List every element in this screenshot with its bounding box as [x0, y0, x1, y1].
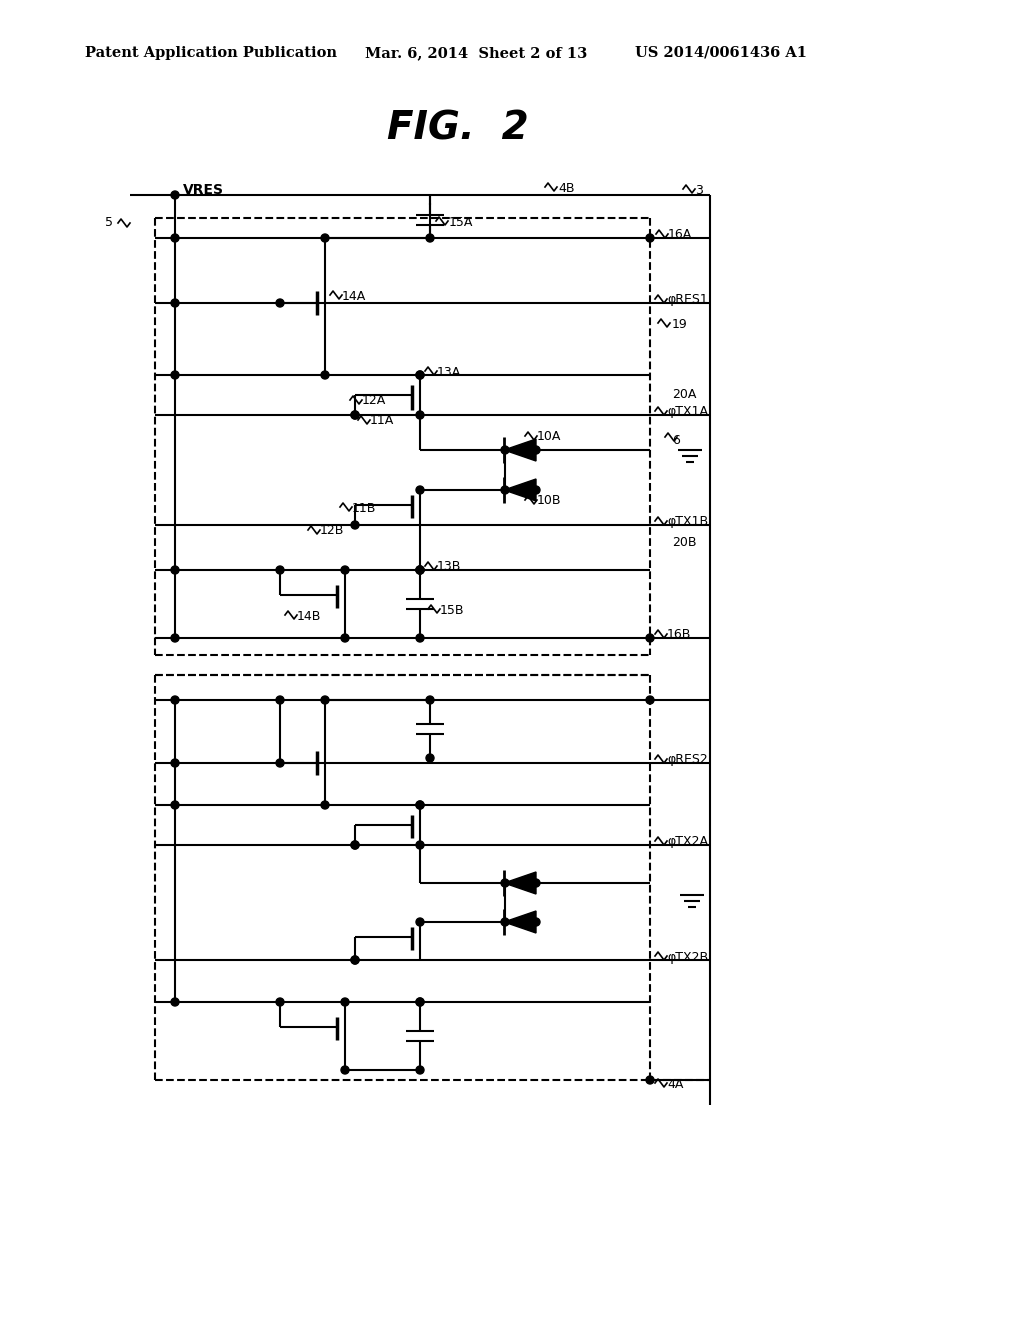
Text: φTX1B: φTX1B: [667, 516, 709, 528]
Text: 11B: 11B: [352, 502, 377, 515]
Circle shape: [171, 634, 179, 642]
Text: 3: 3: [695, 183, 702, 197]
Circle shape: [351, 956, 359, 964]
Circle shape: [426, 696, 434, 704]
Text: 5: 5: [105, 216, 113, 230]
Text: φRES1: φRES1: [667, 293, 708, 306]
Text: φRES2: φRES2: [667, 754, 708, 767]
Circle shape: [426, 234, 434, 242]
Circle shape: [351, 841, 359, 849]
Text: 16B: 16B: [667, 628, 691, 642]
Text: 13B: 13B: [437, 561, 462, 573]
Text: VRES: VRES: [183, 183, 224, 197]
Circle shape: [321, 371, 329, 379]
Circle shape: [171, 300, 179, 308]
Circle shape: [501, 446, 509, 454]
Circle shape: [416, 566, 424, 574]
Circle shape: [351, 956, 359, 964]
Circle shape: [501, 917, 509, 927]
Circle shape: [171, 696, 179, 704]
Circle shape: [646, 1076, 654, 1084]
Text: φTX2B: φTX2B: [667, 950, 709, 964]
Text: φTX1A: φTX1A: [667, 405, 708, 418]
Circle shape: [416, 486, 424, 494]
Circle shape: [416, 371, 424, 379]
Circle shape: [171, 566, 179, 574]
Polygon shape: [504, 440, 536, 461]
Text: FIG.  2: FIG. 2: [387, 110, 528, 147]
Circle shape: [532, 879, 540, 887]
Polygon shape: [504, 911, 536, 933]
Circle shape: [532, 486, 540, 494]
Circle shape: [416, 998, 424, 1006]
Circle shape: [276, 300, 284, 308]
Circle shape: [416, 801, 424, 809]
Circle shape: [351, 521, 359, 529]
Text: 13A: 13A: [437, 366, 461, 379]
Circle shape: [501, 486, 509, 494]
Circle shape: [416, 371, 424, 379]
Text: 15A: 15A: [449, 215, 473, 228]
Circle shape: [501, 879, 509, 887]
Text: 20B: 20B: [672, 536, 696, 549]
Circle shape: [171, 759, 179, 767]
Circle shape: [351, 411, 359, 418]
Circle shape: [532, 917, 540, 927]
Circle shape: [171, 191, 179, 199]
Text: 12A: 12A: [362, 395, 386, 408]
Text: 6: 6: [672, 433, 680, 446]
Circle shape: [321, 801, 329, 809]
Circle shape: [646, 234, 654, 242]
Text: Mar. 6, 2014  Sheet 2 of 13: Mar. 6, 2014 Sheet 2 of 13: [365, 46, 587, 59]
Circle shape: [171, 998, 179, 1006]
Circle shape: [341, 998, 349, 1006]
Circle shape: [416, 634, 424, 642]
Circle shape: [341, 634, 349, 642]
Circle shape: [321, 696, 329, 704]
Circle shape: [341, 566, 349, 574]
Text: 14A: 14A: [342, 289, 367, 302]
Text: US 2014/0061436 A1: US 2014/0061436 A1: [635, 46, 807, 59]
Text: Patent Application Publication: Patent Application Publication: [85, 46, 337, 59]
Text: 19: 19: [672, 318, 688, 331]
Circle shape: [351, 411, 359, 418]
Circle shape: [276, 566, 284, 574]
Text: 16A: 16A: [668, 228, 692, 242]
Circle shape: [416, 566, 424, 574]
Circle shape: [646, 634, 654, 642]
Circle shape: [276, 696, 284, 704]
Circle shape: [416, 998, 424, 1006]
Text: 15B: 15B: [440, 603, 465, 616]
Circle shape: [276, 759, 284, 767]
Polygon shape: [504, 873, 536, 894]
Circle shape: [276, 998, 284, 1006]
Circle shape: [416, 841, 424, 849]
Text: 4B: 4B: [558, 182, 574, 195]
Circle shape: [416, 1067, 424, 1074]
Circle shape: [416, 917, 424, 927]
Circle shape: [341, 1067, 349, 1074]
Circle shape: [416, 411, 424, 418]
Circle shape: [171, 801, 179, 809]
Text: 20A: 20A: [672, 388, 696, 401]
Text: φTX2A: φTX2A: [667, 836, 708, 849]
Circle shape: [416, 801, 424, 809]
Circle shape: [426, 754, 434, 762]
Polygon shape: [504, 479, 536, 502]
Text: 12B: 12B: [319, 524, 344, 537]
Text: 14B: 14B: [297, 610, 322, 623]
Circle shape: [351, 841, 359, 849]
Text: 10A: 10A: [537, 430, 561, 444]
Circle shape: [646, 696, 654, 704]
Circle shape: [321, 234, 329, 242]
Circle shape: [171, 234, 179, 242]
Text: 10B: 10B: [537, 495, 561, 507]
Text: 11A: 11A: [370, 414, 394, 428]
Text: 4A: 4A: [667, 1077, 683, 1090]
Circle shape: [532, 446, 540, 454]
Circle shape: [171, 371, 179, 379]
Circle shape: [416, 566, 424, 574]
